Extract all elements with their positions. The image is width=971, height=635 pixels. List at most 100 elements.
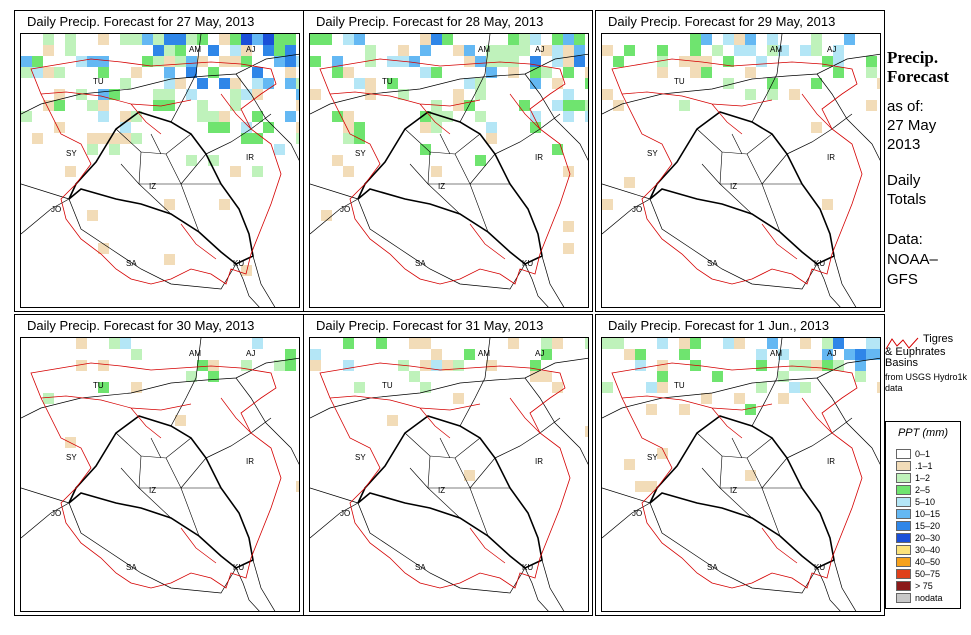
map-borders (602, 34, 880, 307)
precip-cell (541, 371, 552, 382)
country-label-aj: AJ (246, 349, 255, 358)
ppt-legend-item: 2–5 (896, 485, 930, 496)
precip-cell (541, 338, 552, 349)
precip-cell (486, 360, 497, 371)
precip-map: AM AJ TU SY IR JO SA KU IZ (20, 337, 300, 612)
precip-cell (65, 34, 76, 45)
precip-cell (431, 100, 442, 111)
precip-cell (285, 78, 296, 89)
precip-cell (365, 56, 376, 67)
precip-cell (723, 338, 734, 349)
precip-cell (87, 144, 98, 155)
legend-heading-1: Precip. (887, 48, 939, 67)
precip-cell (219, 199, 230, 210)
ppt-legend: PPT (mm) 0–1 .1–1 1–2 2–5 5–10 10–15 15–20 20–3… (885, 421, 961, 609)
precip-cell (552, 100, 563, 111)
precip-cell (767, 338, 778, 349)
precip-map-svg: AM AJ TU SY IR JO SA KU IZ (310, 34, 588, 307)
precip-cell (409, 338, 420, 349)
precip-cell (241, 56, 252, 67)
precip-cell (431, 360, 442, 371)
precip-cell (197, 78, 208, 89)
precip-cell (789, 360, 800, 371)
precip-cell (109, 338, 120, 349)
precip-cell (274, 360, 285, 371)
precip-cell (208, 67, 219, 78)
precip-cell (613, 56, 624, 67)
country-label-ir: IR (246, 153, 254, 162)
precip-cell (844, 34, 855, 45)
precip-cell (164, 100, 175, 111)
precip-cell (833, 45, 844, 56)
precip-cell (131, 349, 142, 360)
country-label-sy: SY (355, 453, 366, 462)
precip-cell (585, 100, 588, 111)
precip-cell (365, 89, 376, 100)
country-label-sa: SA (415, 259, 426, 268)
precip-cell (175, 34, 186, 45)
precip-cell (274, 56, 285, 67)
precip-cell (431, 349, 442, 360)
ppt-swatch (896, 545, 911, 555)
precip-cell (486, 45, 497, 56)
precip-cell (332, 111, 343, 122)
precip-cell (208, 371, 219, 382)
precip-cell (602, 338, 613, 349)
precip-cell (811, 360, 822, 371)
country-label-aj: AJ (827, 349, 836, 358)
precip-cell (552, 45, 563, 56)
precip-cell (855, 371, 866, 382)
ppt-label: .1–1 (915, 461, 933, 471)
precip-cell (186, 56, 197, 67)
precip-cell (398, 89, 409, 100)
ppt-label: 30–40 (915, 545, 941, 555)
precip-cell (164, 254, 175, 265)
precip-cell (296, 100, 299, 111)
precip-cell (285, 67, 296, 78)
precip-cell (230, 100, 241, 111)
precip-cell (164, 67, 175, 78)
precip-cell (252, 133, 263, 144)
precip-cell (767, 34, 778, 45)
precip-cell (530, 371, 541, 382)
map-borders (21, 34, 299, 307)
precip-cell (285, 360, 296, 371)
precip-cell (219, 34, 230, 45)
precip-cell (574, 100, 585, 111)
ppt-swatch (896, 485, 911, 495)
precip-map: AM AJ TU SY IR JO SA KU IZ (601, 337, 881, 612)
precip-cell (153, 45, 164, 56)
precip-cell (530, 56, 541, 67)
precip-cell (321, 210, 332, 221)
ppt-label: 10–15 (915, 509, 941, 519)
precip-cell (453, 100, 464, 111)
precip-cell (164, 45, 175, 56)
country-label-tu: TU (93, 77, 104, 86)
precip-cell (602, 382, 613, 393)
ppt-label: 50–75 (915, 569, 941, 579)
precip-cell (252, 111, 263, 122)
precip-cell (635, 360, 646, 371)
precip-cell (563, 243, 574, 254)
precip-cell (574, 34, 585, 45)
basin-legend-line3: from USGS Hydro1k data (885, 372, 968, 393)
precip-cell (98, 243, 109, 254)
precip-cell (624, 45, 635, 56)
precip-cell (87, 100, 98, 111)
precip-cell (833, 56, 844, 67)
precip-cell (65, 166, 76, 177)
panel-title: Daily Precip. Forecast for 30 May, 2013 (27, 318, 255, 333)
precip-cell (624, 459, 635, 470)
precip-cell (585, 111, 588, 122)
precip-cell (387, 415, 398, 426)
precip-cell (734, 34, 745, 45)
map-borders (21, 338, 299, 611)
precip-cell (175, 56, 186, 67)
precip-cell (98, 133, 109, 144)
ppt-legend-item: 5–10 (896, 497, 935, 508)
precip-cell (285, 349, 296, 360)
precip-cell (131, 111, 142, 122)
precip-cell (464, 45, 475, 56)
precip-cell (519, 34, 530, 45)
precip-cell (486, 133, 497, 144)
